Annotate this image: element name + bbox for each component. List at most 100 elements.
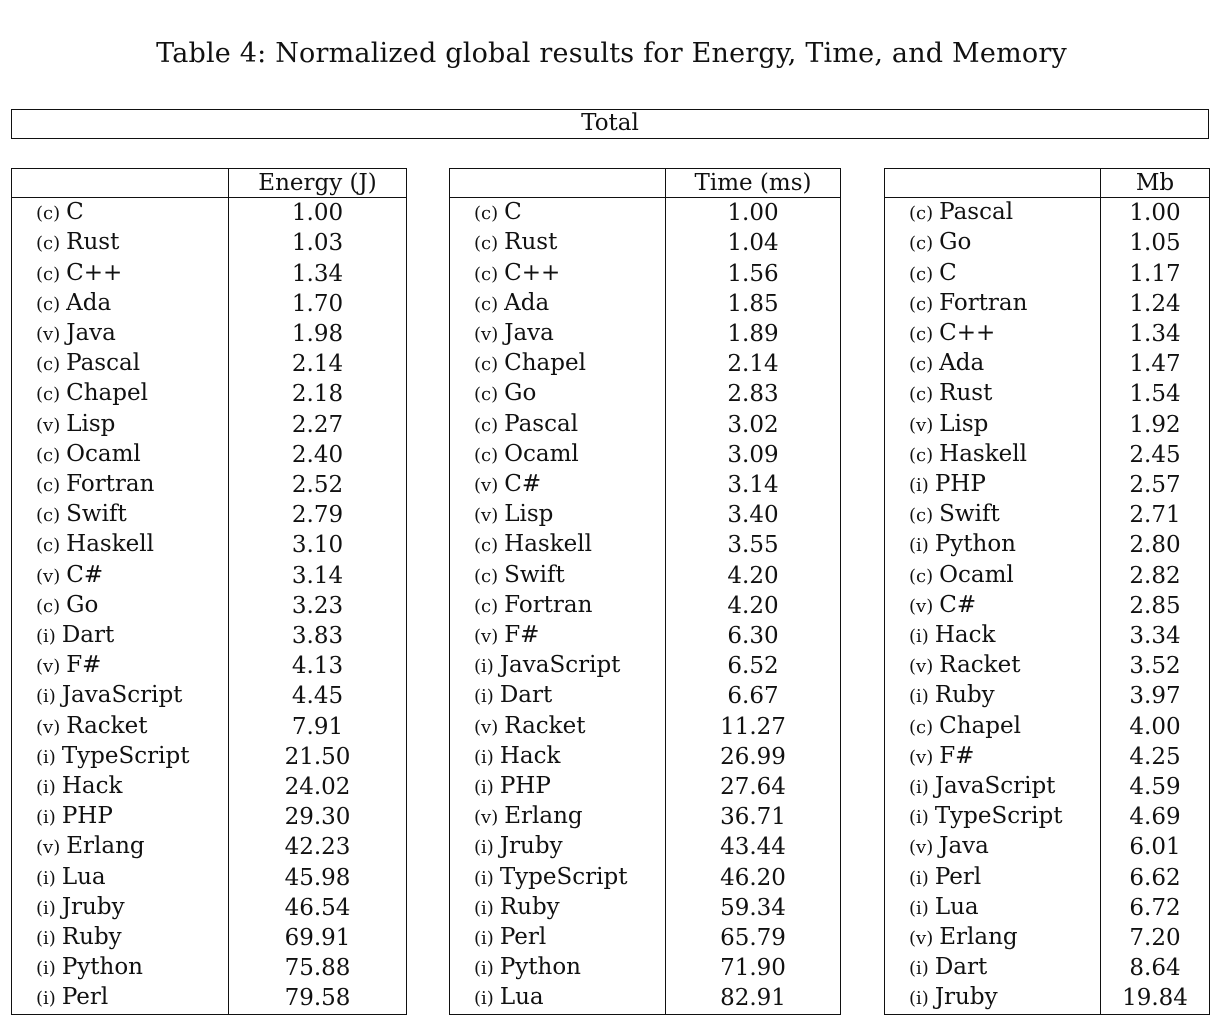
language-type-tag: (v) (474, 324, 499, 346)
language-cell: (i) Dart (449, 681, 666, 712)
language-cell: (c) Haskell (11, 530, 229, 561)
value-cell: 3.40 (665, 500, 841, 531)
language-type-tag: (i) (36, 626, 56, 648)
value-cell: 69.91 (228, 923, 407, 954)
language-type-tag: (i) (36, 746, 56, 768)
language-cell: (i) Python (11, 953, 229, 984)
value-cell: 4.20 (665, 590, 841, 622)
language-type-tag: (c) (474, 414, 499, 436)
table-row: (v) Racket 3.52 (884, 651, 1210, 682)
language-name: JavaScript (934, 773, 1056, 800)
value-cell: 2.14 (228, 349, 407, 380)
table-row: (i) Dart 8.64 (884, 953, 1210, 984)
language-cell: (v) Java (449, 319, 666, 350)
language-name: Haskell (939, 440, 1027, 467)
language-cell: (i) JavaScript (884, 772, 1101, 803)
value-cell: 3.52 (1100, 651, 1210, 682)
language-type-tag: (c) (909, 203, 934, 225)
value-cell: 26.99 (665, 741, 841, 773)
language-name: Ocaml (504, 440, 579, 467)
value-cell: 1.00 (1100, 197, 1210, 229)
table-row: (i) Lua 45.98 (11, 862, 407, 893)
table-row: (c) Ada 1.70 (11, 288, 407, 320)
language-type-tag: (i) (36, 867, 56, 889)
language-name: Ruby (61, 924, 122, 951)
language-type-tag: (i) (909, 686, 929, 708)
language-cell: (v) Lisp (449, 500, 666, 531)
value-cell: 2.82 (1100, 560, 1210, 591)
table-row: (i) Python 2.80 (884, 530, 1210, 561)
value-cell: 6.67 (665, 681, 841, 712)
table-row: (i) Ruby 69.91 (11, 923, 407, 954)
language-name: Pascal (939, 199, 1014, 226)
value-cell: 3.97 (1100, 681, 1210, 712)
language-cell: (v) Java (11, 319, 229, 350)
table-row: (v) Lisp 2.27 (11, 409, 407, 440)
language-name: TypeScript (61, 742, 190, 769)
language-name: Erlang (504, 803, 583, 830)
language-type-tag: (v) (36, 414, 61, 436)
language-name: Rust (66, 229, 120, 256)
language-type-tag: (v) (36, 565, 61, 587)
table-row: (v) Java 1.98 (11, 319, 407, 350)
language-type-tag: (c) (36, 535, 61, 557)
value-cell: 7.20 (1100, 923, 1210, 954)
value-cell: 3.34 (1100, 621, 1210, 652)
table-row: (i) PHP 2.57 (884, 470, 1210, 501)
language-cell: (v) Racket (449, 711, 666, 742)
language-cell: (c) Pascal (11, 349, 229, 380)
language-name: C++ (66, 259, 123, 286)
language-type-tag: (i) (909, 777, 929, 799)
language-cell: (i) PHP (884, 470, 1101, 501)
language-name: C# (504, 471, 542, 498)
language-name: Haskell (504, 531, 592, 558)
language-name: Haskell (66, 531, 154, 558)
language-cell: (c) Ocaml (884, 560, 1101, 591)
language-cell: (i) Hack (884, 621, 1101, 652)
language-cell: (i) Dart (884, 953, 1101, 984)
table-row: (i) JavaScript 4.45 (11, 681, 407, 712)
table-row: (c) C++ 1.34 (11, 258, 407, 289)
table-row: (c) Chapel 2.18 (11, 379, 407, 410)
value-cell: 7.91 (228, 711, 407, 742)
value-cell: 1.70 (228, 288, 407, 320)
language-name: Go (504, 380, 537, 407)
language-cell: (i) Lua (449, 983, 666, 1015)
language-type-tag: (i) (909, 958, 929, 980)
value-cell: 29.30 (228, 802, 407, 833)
language-name: Lisp (939, 410, 989, 437)
language-name: Chapel (66, 380, 148, 407)
value-cell: 82.91 (665, 983, 841, 1015)
language-cell: (i) JavaScript (449, 651, 666, 682)
table-row: (i) Dart 3.83 (11, 621, 407, 652)
table-row: (c) Rust 1.54 (884, 379, 1210, 410)
language-name: Swift (66, 501, 127, 528)
table-row: (c) C++ 1.34 (884, 319, 1210, 350)
table-row: (c) Go 1.05 (884, 228, 1210, 259)
language-name: Jruby (61, 893, 125, 920)
language-name: F# (504, 622, 540, 649)
language-cell: (v) F# (11, 651, 229, 682)
language-name: C (504, 199, 522, 226)
language-cell: (v) C# (884, 590, 1101, 622)
language-cell: (c) Ada (884, 349, 1101, 380)
language-cell: (i) Lua (884, 892, 1101, 924)
table-row: (c) Chapel 4.00 (884, 711, 1210, 742)
language-type-tag: (c) (474, 384, 499, 406)
language-name: Fortran (939, 289, 1028, 316)
value-cell: 42.23 (228, 832, 407, 863)
value-cell: 45.98 (228, 862, 407, 893)
language-type-tag: (c) (474, 354, 499, 376)
language-cell: (v) Java (884, 832, 1101, 863)
value-cell: 59.34 (665, 892, 841, 924)
value-cell: 4.59 (1100, 772, 1210, 803)
language-name: Fortran (66, 471, 155, 498)
memory-table: Mb (c) Pascal 1.00 (c) Go 1.05 (c) C 1.17 (c) Fort… (884, 167, 1210, 1015)
language-type-tag: (i) (474, 656, 494, 678)
table-row: (c) C 1.17 (884, 258, 1210, 289)
value-cell: 4.45 (228, 681, 407, 712)
time-table: Time (ms) (c) C 1.00 (c) Rust 1.04 (c) C++ 1.56(… (449, 167, 841, 1015)
language-name: PHP (934, 471, 986, 498)
table-row: (c) Rust 1.04 (449, 228, 841, 259)
value-cell: 27.64 (665, 772, 841, 803)
